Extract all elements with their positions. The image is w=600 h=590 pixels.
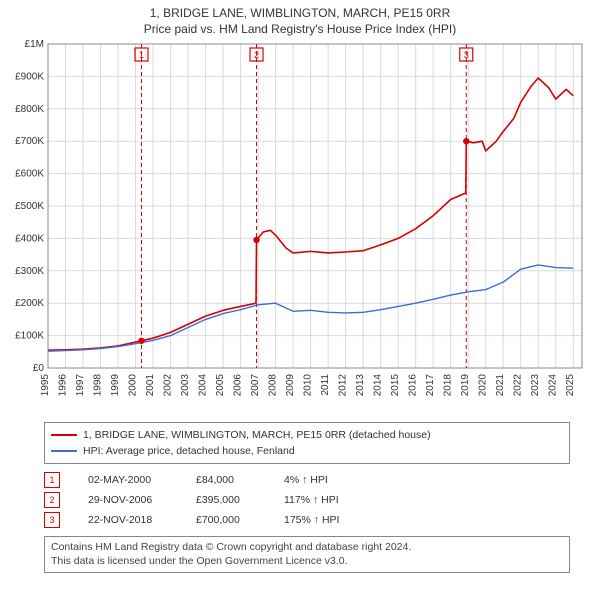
svg-text:1998: 1998 <box>93 374 104 397</box>
svg-text:3: 3 <box>464 50 469 60</box>
svg-text:2025: 2025 <box>565 374 576 397</box>
svg-text:2019: 2019 <box>460 374 471 397</box>
svg-text:1997: 1997 <box>75 374 86 397</box>
legend-row-0: 1, BRIDGE LANE, WIMBLINGTON, MARCH, PE15… <box>51 427 563 443</box>
title-line1: 1, BRIDGE LANE, WIMBLINGTON, MARCH, PE15… <box>0 6 600 20</box>
legend-swatch-0 <box>51 434 77 436</box>
svg-text:£0: £0 <box>33 363 45 374</box>
annotation-price-1: £395,000 <box>196 494 266 506</box>
svg-text:2: 2 <box>254 50 259 60</box>
legend: 1, BRIDGE LANE, WIMBLINGTON, MARCH, PE15… <box>44 422 570 464</box>
chart: £0 £100K £200K £300K £400K £500K £600K £700K £80… <box>0 38 600 418</box>
annotation-pct-2: 175% ↑ HPI <box>284 514 364 526</box>
svg-text:£800K: £800K <box>15 104 44 115</box>
svg-text:£1M: £1M <box>25 39 44 50</box>
svg-text:£300K: £300K <box>15 266 44 277</box>
page: 1, BRIDGE LANE, WIMBLINGTON, MARCH, PE15… <box>0 0 600 573</box>
svg-text:2014: 2014 <box>373 374 384 397</box>
svg-text:1995: 1995 <box>40 374 51 397</box>
annotation-marker-0: 1 <box>44 472 60 488</box>
svg-text:1996: 1996 <box>58 374 69 397</box>
annotation-date-0: 02-MAY-2000 <box>88 474 178 486</box>
annotation-date-1: 29-NOV-2006 <box>88 494 178 506</box>
legend-label-0: 1, BRIDGE LANE, WIMBLINGTON, MARCH, PE15… <box>83 429 431 441</box>
svg-text:2020: 2020 <box>478 374 489 397</box>
annotation-table: 1 02-MAY-2000 £84,000 4% ↑ HPI 2 29-NOV-… <box>44 470 570 530</box>
title-block: 1, BRIDGE LANE, WIMBLINGTON, MARCH, PE15… <box>0 0 600 38</box>
svg-text:£400K: £400K <box>15 233 44 244</box>
svg-text:2003: 2003 <box>180 374 191 397</box>
annotation-pct-0: 4% ↑ HPI <box>284 474 364 486</box>
svg-text:2018: 2018 <box>443 374 454 397</box>
svg-text:2022: 2022 <box>513 374 524 397</box>
svg-text:2001: 2001 <box>145 374 156 397</box>
legend-swatch-1 <box>51 450 77 452</box>
svg-text:2007: 2007 <box>250 374 261 397</box>
license-line1: Contains HM Land Registry data © Crown c… <box>51 541 563 555</box>
svg-text:2016: 2016 <box>408 374 419 397</box>
annotation-row-2: 3 22-NOV-2018 £700,000 175% ↑ HPI <box>44 510 570 530</box>
svg-text:£100K: £100K <box>15 331 44 342</box>
svg-text:2002: 2002 <box>163 374 174 397</box>
svg-text:2010: 2010 <box>303 374 314 397</box>
svg-text:2024: 2024 <box>548 374 559 397</box>
legend-label-1: HPI: Average price, detached house, Fenl… <box>83 445 295 457</box>
svg-text:2023: 2023 <box>530 374 541 397</box>
svg-text:2015: 2015 <box>390 374 401 397</box>
svg-text:2004: 2004 <box>198 374 209 397</box>
svg-text:£200K: £200K <box>15 298 44 309</box>
license-line2: This data is licensed under the Open Gov… <box>51 555 563 569</box>
svg-text:2008: 2008 <box>268 374 279 397</box>
svg-text:2021: 2021 <box>495 374 506 397</box>
svg-text:1: 1 <box>139 50 144 60</box>
svg-text:2006: 2006 <box>233 374 244 397</box>
svg-text:£600K: £600K <box>15 169 44 180</box>
annotation-row-0: 1 02-MAY-2000 £84,000 4% ↑ HPI <box>44 470 570 490</box>
license: Contains HM Land Registry data © Crown c… <box>44 536 570 573</box>
svg-text:£900K: £900K <box>15 71 44 82</box>
svg-text:2009: 2009 <box>285 374 296 397</box>
svg-text:2012: 2012 <box>338 374 349 397</box>
annotation-pct-1: 117% ↑ HPI <box>284 494 364 506</box>
annotation-marker-1: 2 <box>44 492 60 508</box>
svg-text:2011: 2011 <box>320 374 331 396</box>
title-line2: Price paid vs. HM Land Registry's House … <box>0 22 600 36</box>
annotation-marker-2: 3 <box>44 512 60 528</box>
svg-text:2013: 2013 <box>355 374 366 397</box>
chart-svg: £0 £100K £200K £300K £400K £500K £600K £700K £80… <box>0 38 600 418</box>
svg-text:2017: 2017 <box>425 374 436 397</box>
annotation-price-2: £700,000 <box>196 514 266 526</box>
svg-text:£500K: £500K <box>15 201 44 212</box>
annotation-row-1: 2 29-NOV-2006 £395,000 117% ↑ HPI <box>44 490 570 510</box>
svg-text:£700K: £700K <box>15 136 44 147</box>
annotation-price-0: £84,000 <box>196 474 266 486</box>
svg-text:2005: 2005 <box>215 374 226 397</box>
annotation-date-2: 22-NOV-2018 <box>88 514 178 526</box>
svg-text:2000: 2000 <box>128 374 139 397</box>
legend-row-1: HPI: Average price, detached house, Fenl… <box>51 443 563 459</box>
svg-text:1999: 1999 <box>110 374 121 397</box>
